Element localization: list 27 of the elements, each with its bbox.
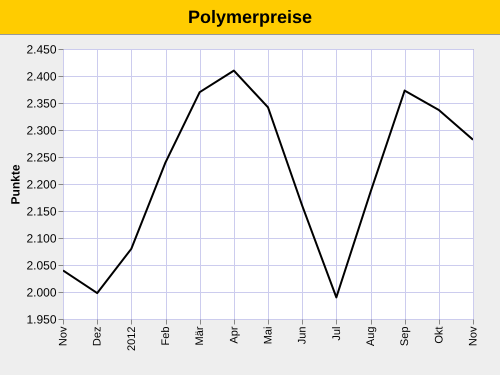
x-tick-label: Okt <box>433 326 446 344</box>
x-tick-label: Nov <box>468 326 480 346</box>
y-axis-title: Punkte <box>8 164 22 205</box>
line-series <box>63 70 473 298</box>
x-tick-label: 2012 <box>126 326 138 351</box>
x-tick-label: Feb <box>160 326 172 346</box>
x-tick-label: Dez <box>92 326 104 346</box>
y-tick-label: 1.950 <box>26 312 57 326</box>
y-tick-label: 2.400 <box>26 70 57 84</box>
y-tick-label: 2.050 <box>26 258 57 272</box>
x-tick-label: Nov <box>58 326 70 346</box>
y-tick-label: 2.300 <box>26 124 57 138</box>
chart-title: Polymerpreise <box>0 0 500 35</box>
y-tick-label: 2.450 <box>26 42 57 56</box>
y-tick-label: 2.250 <box>26 150 57 164</box>
x-tick-label: Apr <box>228 326 240 344</box>
y-tick-label: 2.150 <box>26 204 57 218</box>
y-tick-label: 2.350 <box>26 96 57 110</box>
x-tick-label: Jul <box>330 326 343 341</box>
y-tick-label: 2.200 <box>26 178 57 192</box>
y-tick-label: 2.100 <box>26 232 57 246</box>
x-tick-label: Mai <box>262 326 274 344</box>
x-tick-label: Aug <box>365 326 377 346</box>
x-tick-label: Mär <box>194 326 206 346</box>
y-tick-label: 2.000 <box>26 286 57 300</box>
x-tick-label: Sep <box>399 326 412 346</box>
x-tick-label: Jun <box>296 326 309 344</box>
